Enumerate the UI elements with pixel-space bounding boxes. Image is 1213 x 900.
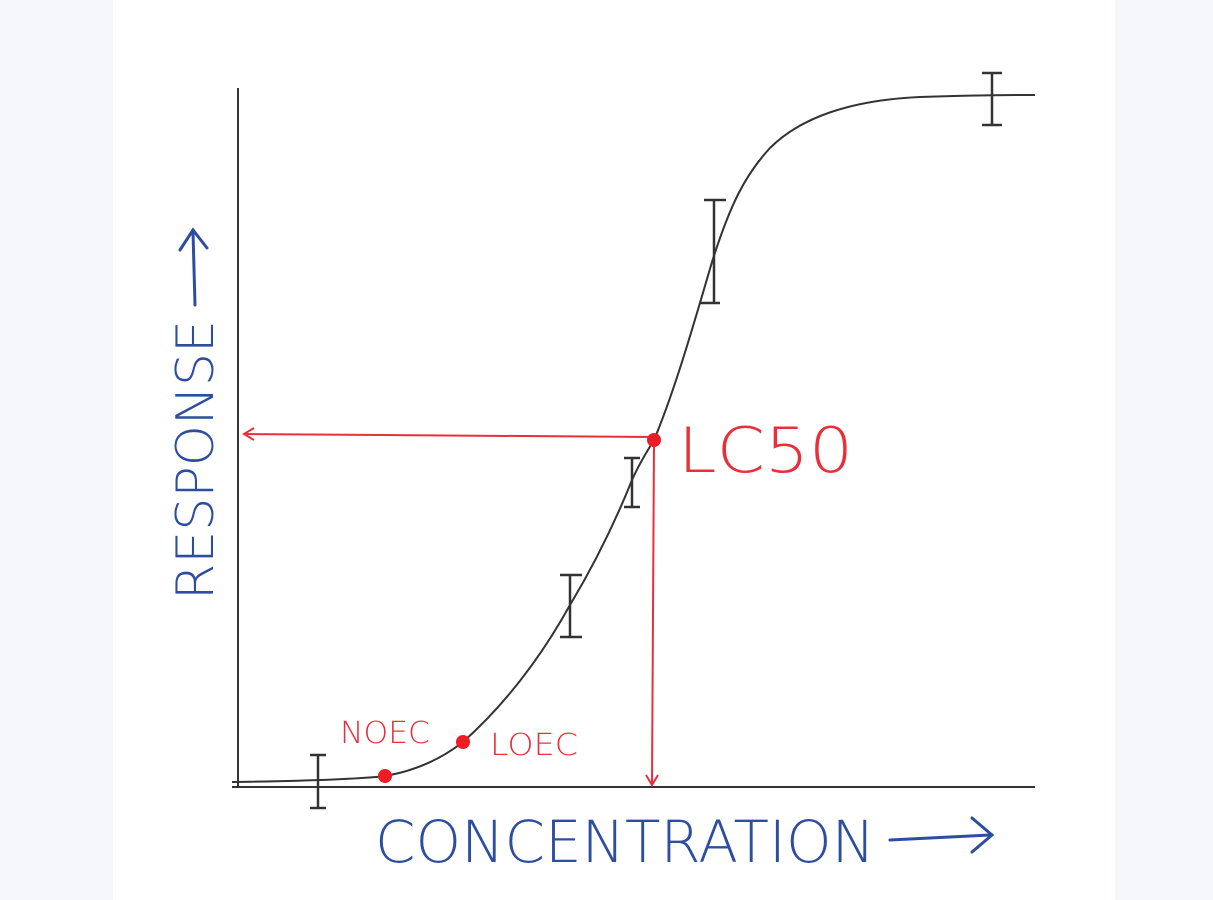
- arrow-head: [645, 774, 659, 787]
- error-bar: [624, 456, 640, 509]
- error-bar: [982, 71, 1002, 127]
- lc50-guides: [242, 427, 659, 787]
- lc50-point: [647, 433, 661, 447]
- lc50-label: LC50: [678, 414, 853, 487]
- error-bar: [700, 198, 726, 305]
- error-bar: [310, 753, 326, 810]
- vertical-guide: [651, 441, 655, 786]
- arrow-head: [242, 427, 255, 441]
- error-bar: [560, 573, 582, 639]
- loec-label: LOEC: [490, 728, 578, 763]
- axes: [232, 88, 1035, 788]
- axis-arrows: [178, 227, 995, 854]
- x-arrow: [888, 816, 995, 854]
- panel: [113, 0, 1115, 900]
- noec-label: NOEC: [340, 716, 430, 751]
- error-bars: [310, 71, 1002, 810]
- dose-response-curve: [231, 94, 1036, 783]
- horizontal-guide: [243, 433, 655, 438]
- loec-point: [456, 735, 470, 749]
- x-axis-label: CONCENTRATION: [375, 808, 875, 876]
- y-arrow: [178, 227, 209, 307]
- noec-point: [378, 769, 392, 783]
- y-axis-label: RESPONSE: [166, 320, 226, 600]
